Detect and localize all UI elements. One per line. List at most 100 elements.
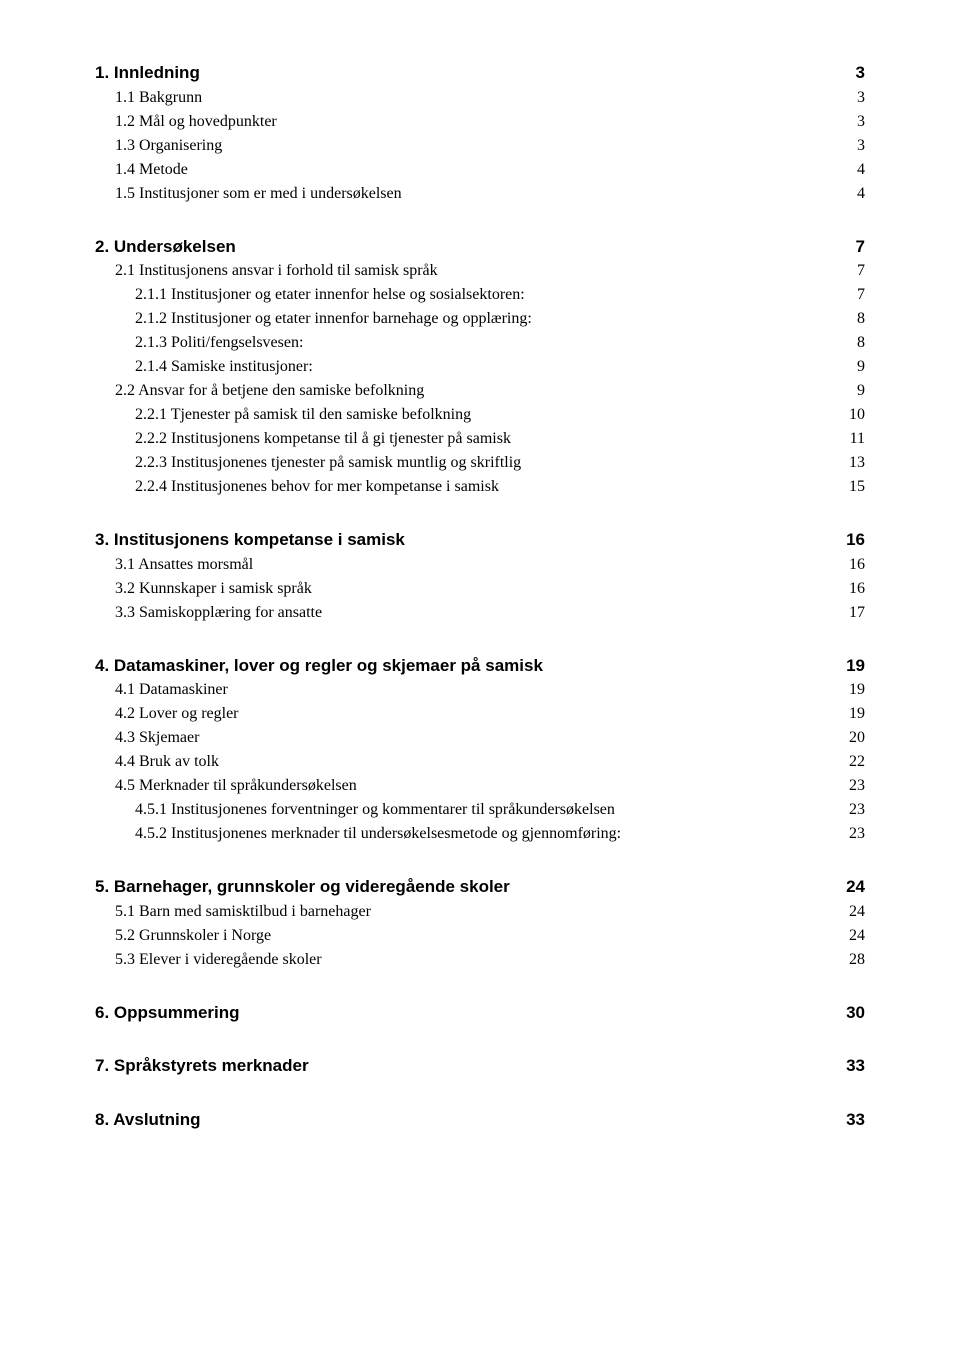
- toc-heading-title: 4. Datamaskiner, lover og regler og skje…: [95, 653, 543, 679]
- toc-entry-line: 1.2 Mål og hovedpunkter3: [115, 110, 865, 134]
- toc-heading-title: 7. Språkstyrets merknader: [95, 1053, 309, 1079]
- toc-heading-title: 8. Avslutning: [95, 1107, 200, 1133]
- toc-entry-title: 2.2 Ansvar for å betjene den samiske bef…: [115, 379, 424, 403]
- toc-entry-title: 1.3 Organisering: [115, 134, 222, 158]
- toc-entry-title: 4.5 Merknader til språkundersøkelsen: [115, 774, 357, 798]
- toc-entry-page: 3: [855, 134, 865, 158]
- toc-heading-page: 24: [844, 874, 865, 900]
- toc-heading-line: 7. Språkstyrets merknader 33: [95, 1053, 865, 1079]
- toc-entry-line: 3.1 Ansattes morsmål16: [115, 553, 865, 577]
- toc-entry-line: 4.4 Bruk av tolk 22: [115, 750, 865, 774]
- toc-entry-title: 4.4 Bruk av tolk: [115, 750, 219, 774]
- toc-entry-page: 17: [847, 601, 865, 625]
- toc-entry-line: 3.2 Kunnskaper i samisk språk 16: [115, 577, 865, 601]
- toc-section-2: 3. Institusjonens kompetanse i samisk163…: [95, 527, 865, 625]
- toc-heading-line: 5. Barnehager, grunnskoler og videregåen…: [95, 874, 865, 900]
- toc-section-5: 6. Oppsummering 30: [95, 1000, 865, 1026]
- toc-entry-line: 4.2 Lover og regler 19: [115, 702, 865, 726]
- toc-entry-page: 24: [847, 924, 865, 948]
- toc-entry-page: 20: [847, 726, 865, 750]
- toc-entry-line: 4.5.1 Institusjonenes forventninger og k…: [135, 798, 865, 822]
- toc-heading-line: 8. Avslutning 33: [95, 1107, 865, 1133]
- toc-entry-line: 2.1 Institusjonens ansvar i forhold til …: [115, 259, 865, 283]
- toc-entry-line: 2.1.2 Institusjoner og etater innenfor b…: [135, 307, 865, 331]
- toc-entry-page: 9: [855, 355, 865, 379]
- toc-entry-line: 1.3 Organisering 3: [115, 134, 865, 158]
- toc-entry-page: 3: [855, 86, 865, 110]
- toc-entry-title: 3.2 Kunnskaper i samisk språk: [115, 577, 312, 601]
- toc-entry-line: 2.2.1 Tjenester på samisk til den samisk…: [135, 403, 865, 427]
- toc-heading-line: 4. Datamaskiner, lover og regler og skje…: [95, 653, 865, 679]
- toc-entry-page: 19: [847, 678, 865, 702]
- toc-entry-page: 4: [855, 182, 865, 206]
- toc-heading-title: 1. Innledning: [95, 60, 200, 86]
- toc-entry-line: 4.5.2 Institusjonenes merknader til unde…: [135, 822, 865, 846]
- toc-entry-line: 2.1.4 Samiske institusjoner: 9: [135, 355, 865, 379]
- toc-section-3: 4. Datamaskiner, lover og regler og skje…: [95, 653, 865, 847]
- toc-heading-line: 6. Oppsummering 30: [95, 1000, 865, 1026]
- toc-section-0: 1. Innledning31.1 Bakgrunn31.2 Mål og ho…: [95, 60, 865, 206]
- toc-entry-page: 23: [847, 774, 865, 798]
- toc-entry-page: 3: [855, 110, 865, 134]
- toc-entry-page: 11: [848, 427, 865, 451]
- toc-entry-page: 8: [855, 307, 865, 331]
- toc-entry-page: 28: [847, 948, 865, 972]
- toc-entry-page: 8: [855, 331, 865, 355]
- toc-entry-line: 5.1 Barn med samisktilbud i barnehager 24: [115, 900, 865, 924]
- toc-entry-line: 4.1 Datamaskiner 19: [115, 678, 865, 702]
- toc-entry-page: 24: [847, 900, 865, 924]
- toc-entry-line: 2.2.2 Institusjonens kompetanse til å gi…: [135, 427, 865, 451]
- toc-entry-page: 19: [847, 702, 865, 726]
- toc-entry-title: 5.1 Barn med samisktilbud i barnehager: [115, 900, 371, 924]
- toc-entry-page: 7: [855, 283, 865, 307]
- toc-entry-page: 13: [847, 451, 865, 475]
- toc-heading-page: 33: [844, 1107, 865, 1133]
- toc-entry-line: 4.3 Skjemaer20: [115, 726, 865, 750]
- toc-entry-line: 2.1.1 Institusjoner og etater innenfor h…: [135, 283, 865, 307]
- toc-entry-page: 4: [855, 158, 865, 182]
- toc-entry-title: 2.1.4 Samiske institusjoner:: [135, 355, 313, 379]
- toc-entry-line: 3.3 Samiskopplæring for ansatte 17: [115, 601, 865, 625]
- toc-entry-title: 2.1.2 Institusjoner og etater innenfor b…: [135, 307, 532, 331]
- toc-entry-title: 2.2.4 Institusjonenes behov for mer komp…: [135, 475, 499, 499]
- toc-entry-title: 3.1 Ansattes morsmål: [115, 553, 253, 577]
- toc-heading-line: 3. Institusjonens kompetanse i samisk16: [95, 527, 865, 553]
- toc-heading-title: 6. Oppsummering: [95, 1000, 240, 1026]
- toc-heading-title: 3. Institusjonens kompetanse i samisk: [95, 527, 405, 553]
- toc-entry-title: 2.2.3 Institusjonenes tjenester på samis…: [135, 451, 521, 475]
- toc-heading-line: 1. Innledning 3: [95, 60, 865, 86]
- toc-entry-title: 2.2.1 Tjenester på samisk til den samisk…: [135, 403, 471, 427]
- toc-entry-title: 2.2.2 Institusjonens kompetanse til å gi…: [135, 427, 511, 451]
- toc-entry-title: 4.5.1 Institusjonenes forventninger og k…: [135, 798, 615, 822]
- toc-entry-line: 4.5 Merknader til språkundersøkelsen 23: [115, 774, 865, 798]
- toc-entry-title: 1.4 Metode: [115, 158, 188, 182]
- toc-heading-page: 3: [854, 60, 865, 86]
- toc-heading-title: 5. Barnehager, grunnskoler og videregåen…: [95, 874, 510, 900]
- toc-heading-page: 33: [844, 1053, 865, 1079]
- toc-entry-page: 10: [847, 403, 865, 427]
- toc-entry-title: 2.1.1 Institusjoner og etater innenfor h…: [135, 283, 525, 307]
- toc-section-4: 5. Barnehager, grunnskoler og videregåen…: [95, 874, 865, 972]
- toc-entry-page: 9: [855, 379, 865, 403]
- toc-entry-page: 22: [847, 750, 865, 774]
- toc-entry-page: 16: [847, 577, 865, 601]
- toc-entry-title: 3.3 Samiskopplæring for ansatte: [115, 601, 322, 625]
- toc-entry-line: 2.1.3 Politi/fengselsvesen:8: [135, 331, 865, 355]
- toc-heading-line: 2. Undersøkelsen7: [95, 234, 865, 260]
- toc-entry-line: 1.4 Metode 4: [115, 158, 865, 182]
- toc-entry-line: 5.3 Elever i videregående skoler 28: [115, 948, 865, 972]
- toc-heading-page: 30: [844, 1000, 865, 1026]
- toc-entry-line: 5.2 Grunnskoler i Norge 24: [115, 924, 865, 948]
- toc-entry-title: 1.1 Bakgrunn: [115, 86, 202, 110]
- toc-entry-page: 23: [847, 822, 865, 846]
- toc-entry-page: 23: [847, 798, 865, 822]
- toc-entry-title: 5.3 Elever i videregående skoler: [115, 948, 322, 972]
- toc-entry-line: 2.2.4 Institusjonenes behov for mer komp…: [135, 475, 865, 499]
- toc-entry-title: 5.2 Grunnskoler i Norge: [115, 924, 271, 948]
- toc-entry-page: 15: [847, 475, 865, 499]
- toc-entry-title: 4.5.2 Institusjonenes merknader til unde…: [135, 822, 621, 846]
- toc-entry-line: 1.1 Bakgrunn 3: [115, 86, 865, 110]
- toc-entry-title: 4.1 Datamaskiner: [115, 678, 228, 702]
- toc-entry-title: 4.2 Lover og regler: [115, 702, 239, 726]
- toc-entry-title: 1.5 Institusjoner som er med i undersøke…: [115, 182, 402, 206]
